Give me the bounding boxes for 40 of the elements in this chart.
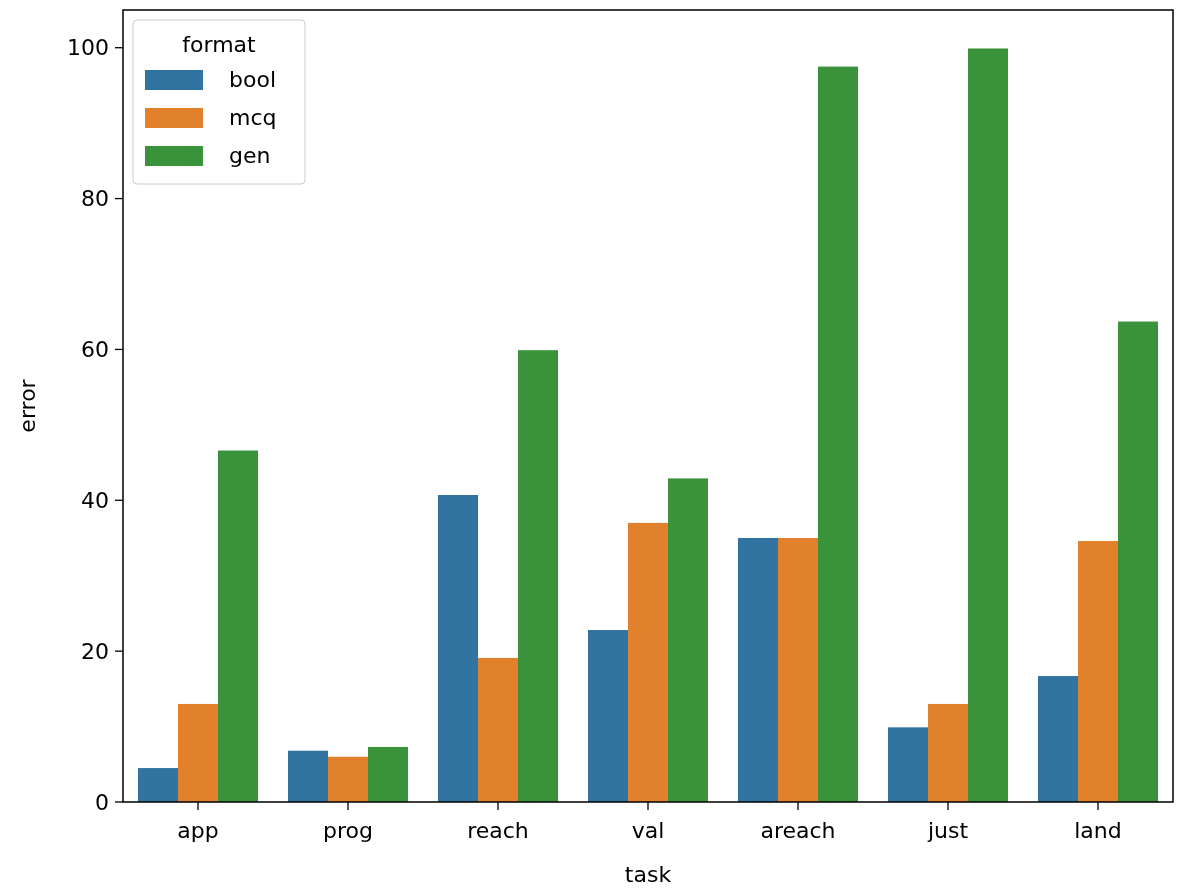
bar [738, 538, 778, 802]
bar [778, 538, 818, 802]
x-tick-label: prog [323, 818, 373, 843]
legend-label: mcq [229, 105, 277, 130]
x-tick-label: just [926, 818, 969, 843]
bar [368, 746, 408, 802]
bar [288, 750, 328, 802]
legend-label: gen [229, 143, 271, 168]
x-tick-label: app [177, 818, 219, 843]
bar [818, 66, 858, 802]
x-tick-label: land [1074, 818, 1122, 843]
bar [668, 478, 708, 802]
y-tick-label: 100 [67, 35, 109, 61]
x-tick-label: reach [467, 818, 529, 843]
bar [1118, 321, 1158, 802]
bar [178, 703, 218, 802]
bar [928, 703, 968, 802]
y-tick-label: 0 [95, 789, 109, 815]
legend-label: bool [229, 67, 276, 92]
bar [478, 657, 518, 802]
y-tick-label: 80 [81, 186, 109, 212]
y-axis-title: error [15, 378, 40, 433]
bar [1078, 541, 1118, 802]
y-tick-label: 20 [81, 638, 109, 664]
x-axis-title: task [624, 862, 672, 887]
x-tick-label: val [631, 818, 665, 843]
y-tick-label: 60 [81, 337, 109, 363]
bar [218, 450, 258, 802]
bar [328, 756, 368, 802]
x-tick-label: areach [760, 818, 836, 843]
legend-title: format [182, 32, 257, 57]
bar [138, 768, 178, 802]
bar [888, 727, 928, 802]
bar [588, 630, 628, 802]
bar [518, 350, 558, 802]
bar [1038, 676, 1078, 802]
y-tick-label: 40 [81, 487, 109, 513]
bar [968, 48, 1008, 802]
bar [438, 495, 478, 802]
bar [628, 522, 668, 802]
